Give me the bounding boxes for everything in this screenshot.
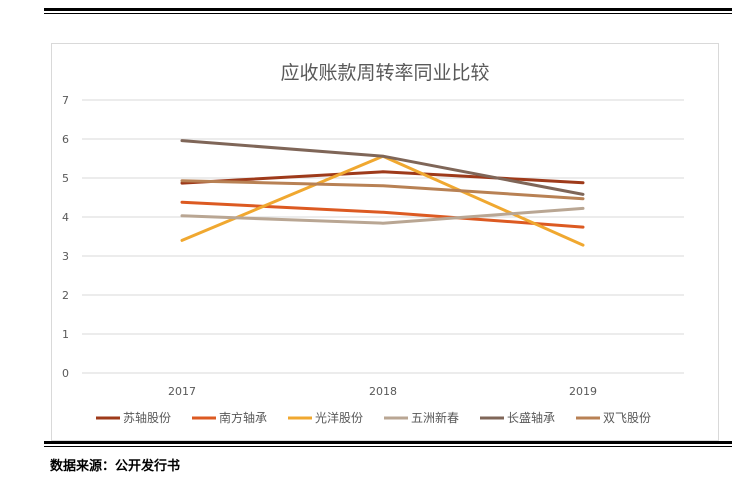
source-note: 数据来源：公开发行书 <box>50 459 181 474</box>
bottom-rule-thin <box>44 446 732 447</box>
y-tick-label: 4 <box>62 211 69 224</box>
legend-label-0: 苏轴股份 <box>123 410 171 425</box>
legend-label-4: 长盛轴承 <box>507 410 555 425</box>
series-line-4 <box>180 139 585 196</box>
series-line-0 <box>180 170 585 185</box>
y-tick-label: 3 <box>62 250 69 263</box>
legend-label-3: 五洲新春 <box>411 410 459 425</box>
x-tick-label: 2019 <box>569 385 597 398</box>
chart-title: 应收账款周转率同业比较 <box>280 62 489 84</box>
series-line-2 <box>180 154 585 247</box>
series-line-1 <box>180 200 585 229</box>
top-rule-thick <box>44 8 732 11</box>
series-line-3 <box>180 206 585 225</box>
x-tick-label: 2017 <box>168 385 196 398</box>
y-tick-label: 2 <box>62 289 69 302</box>
y-tick-label: 0 <box>62 367 69 380</box>
y-tick-label: 5 <box>62 172 69 185</box>
legend-label-1: 南方轴承 <box>219 410 267 425</box>
top-rule-thin <box>44 13 732 14</box>
y-tick-label: 6 <box>62 133 69 146</box>
series-line-5 <box>180 179 585 201</box>
y-tick-label: 1 <box>62 328 69 341</box>
chart-frame: 应收账款周转率同业比较 0 1 2 3 4 5 6 7 2017 2018 2019 苏轴股份 南方轴… <box>51 43 719 441</box>
bottom-rule-thick <box>44 441 732 444</box>
legend-label-2: 光洋股份 <box>315 410 363 425</box>
line-chart: 应收账款周转率同业比较 0 1 2 3 4 5 6 7 2017 2018 2019 苏轴股份 南方轴… <box>62 62 684 425</box>
legend-label-5: 双飞股份 <box>603 411 651 425</box>
y-tick-label: 7 <box>62 94 69 107</box>
x-tick-label: 2018 <box>369 385 397 398</box>
